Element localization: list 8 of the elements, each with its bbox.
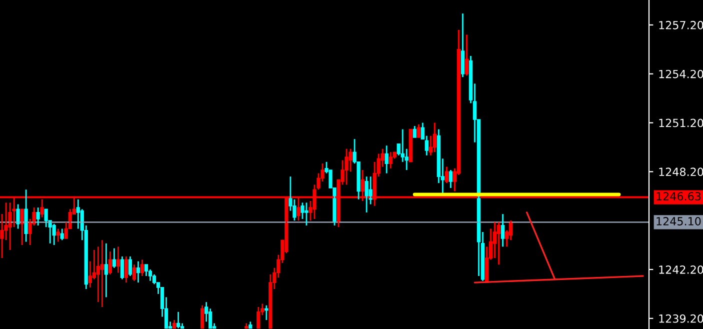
y-tick-label: 1254.20 (659, 70, 703, 78)
y-tick-label: 1242.20 (659, 265, 703, 274)
y-tick-label: 1248.20 (659, 168, 703, 176)
y-tick-label: 1251.20 (659, 118, 703, 128)
ref-line-label: 1246.63 (656, 192, 701, 200)
ref-line-label: 1245.10 (656, 217, 701, 226)
y-tick-label: 1239.20 (659, 314, 703, 323)
y-tick-label: 1257.20 (659, 20, 703, 30)
